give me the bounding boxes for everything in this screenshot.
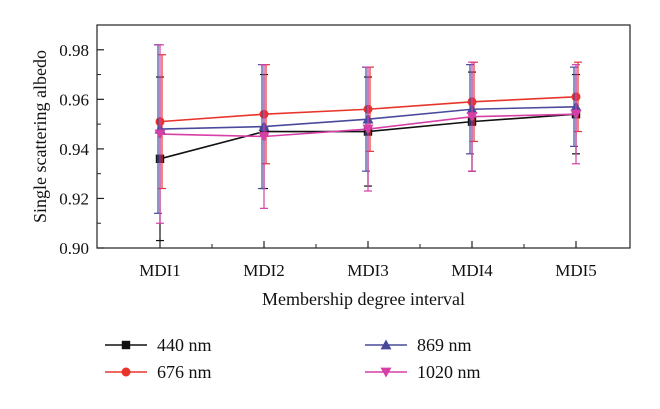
y-tick-label: 0.94 [59, 140, 89, 159]
plot-border [96, 24, 631, 249]
series-layer [154, 44, 582, 242]
data-point [154, 129, 166, 140]
data-point [362, 124, 374, 135]
legend-item: 440 nm [105, 335, 212, 355]
plot-frame [96, 24, 631, 249]
legend: 440 nm 869 nm 676 nm 1020 nm [105, 335, 481, 382]
legend-label: 676 nm [157, 362, 212, 382]
series-1020-nm [154, 44, 582, 224]
y-axis-title: Single scattering albedo [30, 50, 50, 223]
data-point [466, 112, 478, 123]
legend-marker [380, 367, 392, 378]
x-tick-label: MDI1 [139, 261, 181, 280]
legend-label: 440 nm [157, 335, 212, 355]
data-point [258, 132, 270, 142]
y-tick-label: 0.92 [59, 189, 89, 208]
legend-marker [380, 339, 392, 350]
legend-label: 1020 nm [417, 362, 481, 382]
y-tick-label: 0.98 [59, 41, 89, 60]
x-tick-label: MDI3 [347, 261, 389, 280]
legend-item: 869 nm [365, 335, 472, 355]
legend-item: 1020 nm [365, 362, 481, 382]
data-point [570, 109, 582, 120]
x-axis: MDI1 MDI2 MDI3 MDI4 MDI5 [139, 241, 597, 280]
legend-marker [121, 340, 131, 350]
y-tick-label: 0.96 [59, 90, 89, 109]
legend-item: 676 nm [105, 362, 212, 382]
x-tick-label: MDI4 [451, 261, 493, 280]
legend-marker [121, 367, 131, 377]
y-axis: 0.90 0.92 0.94 0.96 0.98 [59, 41, 104, 258]
legend-label: 869 nm [417, 335, 472, 355]
x-tick-label: MDI5 [555, 261, 597, 280]
y-tick-label: 0.90 [59, 239, 89, 258]
x-tick-label: MDI2 [243, 261, 285, 280]
x-axis-title: Membership degree interval [262, 289, 465, 309]
